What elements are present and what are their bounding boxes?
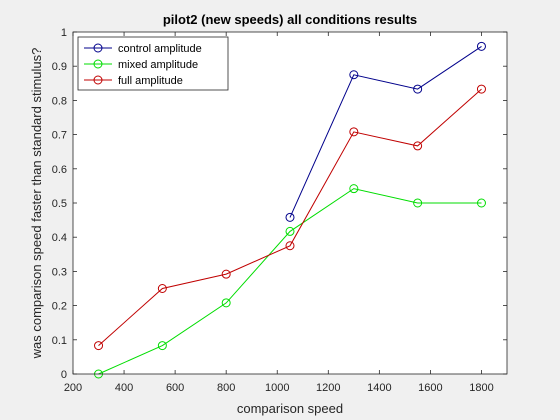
data-point [413,198,423,208]
data-point [413,84,423,94]
x-tick-label: 600 [166,382,184,394]
y-axis: 0 0.1 0.2 0.3 0.4 0.5 0.6 0.7 0.8 0.9 1 [52,27,507,381]
data-point [476,198,486,208]
x-tick-label: 1600 [418,382,442,394]
series-line [289,45,482,218]
data-point [285,241,295,251]
data-point [349,127,359,137]
series-line [98,188,482,375]
legend-swatch-marker [93,43,103,53]
series-line [98,88,482,346]
y-tick-label: 0.9 [52,61,67,73]
data-point [221,269,231,279]
chart-title: pilot2 (new speeds) all conditions resul… [163,12,417,27]
legend-label: full amplitude [118,75,183,87]
data-point [285,226,295,236]
x-tick-label: 800 [217,382,235,394]
x-axis: 200 400 600 800 1000 1200 1400 1600 1800 [64,32,494,394]
data-point [157,284,167,293]
data-point [476,84,486,94]
data-point [476,41,486,51]
data-point [285,212,295,222]
y-tick-label: 0.8 [52,95,67,107]
legend-swatch-marker [93,75,103,85]
legend-swatch-marker [93,59,103,69]
y-tick-label: 1 [61,27,67,39]
x-tick-label: 200 [64,382,82,394]
y-axis-label: was comparison speed faster than standar… [29,48,44,360]
data-point [94,341,104,351]
series-lines [98,45,482,375]
data-point [221,298,231,308]
x-tick-label: 1200 [316,382,340,394]
y-tick-label: 0.5 [52,198,67,210]
x-tick-label: 1400 [367,382,391,394]
legend-label: mixed amplitude [118,59,198,71]
data-point [157,341,167,351]
y-tick-label: 0.2 [52,301,67,313]
y-tick-label: 0 [61,369,67,381]
x-axis-label: comparison speed [237,401,343,416]
y-tick-label: 0.1 [52,335,67,347]
series-markers [94,41,486,379]
x-tick-label: 1800 [469,382,493,394]
legend: control amplitude mixed amplitude full amp… [77,36,229,91]
legend-label: control amplitude [118,43,202,55]
x-tick-label: 1000 [265,382,289,394]
x-tick-label: 400 [115,382,133,394]
data-point [413,141,423,151]
y-tick-label: 0.7 [52,130,67,142]
data-point [349,184,359,194]
y-tick-label: 0.3 [52,266,67,278]
y-tick-label: 0.4 [52,232,67,244]
y-tick-label: 0.6 [52,164,67,176]
data-point [349,70,359,80]
